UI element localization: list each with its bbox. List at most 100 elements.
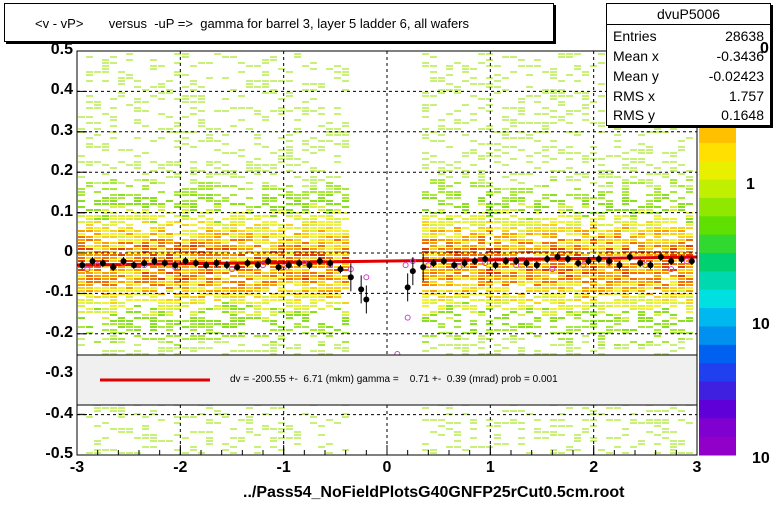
heatmap-cell bbox=[310, 110, 317, 112]
heatmap-cell bbox=[638, 317, 645, 319]
heatmap-cell bbox=[342, 188, 349, 190]
heatmap-cell bbox=[150, 95, 157, 97]
heatmap-cell bbox=[486, 242, 493, 244]
heatmap-cell bbox=[630, 263, 637, 265]
heatmap-cell bbox=[286, 425, 293, 427]
heatmap-cell bbox=[678, 329, 685, 331]
heatmap-cell bbox=[150, 413, 157, 415]
heatmap-cell bbox=[126, 218, 133, 220]
heatmap-cell bbox=[446, 263, 453, 265]
heatmap-cell bbox=[158, 272, 165, 274]
heatmap-cell bbox=[190, 188, 197, 190]
heatmap-cell bbox=[174, 164, 181, 166]
heatmap-cell bbox=[542, 227, 549, 229]
heatmap-cell bbox=[662, 419, 669, 421]
heatmap-cell bbox=[142, 317, 149, 319]
heatmap-cell bbox=[198, 194, 205, 196]
heatmap-cell bbox=[110, 98, 117, 100]
heatmap-cell bbox=[422, 443, 429, 445]
heatmap-cell bbox=[254, 305, 261, 307]
heatmap-cell bbox=[326, 305, 333, 307]
heatmap-cell bbox=[678, 269, 685, 271]
profile-point-black bbox=[244, 260, 251, 267]
heatmap-cell bbox=[326, 335, 333, 337]
heatmap-cell bbox=[230, 185, 237, 187]
heatmap-cell bbox=[446, 428, 453, 430]
heatmap-cell bbox=[518, 422, 525, 424]
heatmap-cell bbox=[566, 215, 573, 217]
heatmap-cell bbox=[638, 254, 645, 256]
heatmap-cell bbox=[102, 254, 109, 256]
heatmap-cell bbox=[278, 338, 285, 340]
heatmap-cell bbox=[622, 167, 629, 169]
heatmap-cell bbox=[294, 197, 301, 199]
heatmap-cell bbox=[654, 296, 661, 298]
heatmap-cell bbox=[614, 329, 621, 331]
heatmap-cell bbox=[198, 185, 205, 187]
heatmap-cell bbox=[430, 224, 437, 226]
heatmap-cell bbox=[190, 203, 197, 205]
heatmap-cell bbox=[518, 173, 525, 175]
heatmap-cell bbox=[614, 290, 621, 292]
heatmap-cell bbox=[662, 221, 669, 223]
heatmap-cell bbox=[238, 332, 245, 334]
heatmap-cell bbox=[606, 170, 613, 172]
heatmap-cell bbox=[574, 317, 581, 319]
heatmap-cell bbox=[630, 251, 637, 253]
heatmap-cell bbox=[470, 278, 477, 280]
heatmap-cell bbox=[550, 122, 557, 124]
heatmap-cell bbox=[574, 272, 581, 274]
heatmap-cell bbox=[206, 326, 213, 328]
heatmap-cell bbox=[86, 332, 93, 334]
heatmap-cell bbox=[606, 329, 613, 331]
heatmap-cell bbox=[462, 209, 469, 211]
heatmap-cell bbox=[262, 233, 269, 235]
heatmap-cell bbox=[78, 233, 85, 235]
heatmap-cell bbox=[558, 200, 565, 202]
heatmap-cell bbox=[126, 59, 133, 61]
heatmap-cell bbox=[126, 248, 133, 250]
heatmap-cell bbox=[318, 209, 325, 211]
heatmap-cell bbox=[126, 254, 133, 256]
heatmap-cell bbox=[510, 209, 517, 211]
heatmap-cell bbox=[254, 65, 261, 67]
heatmap-cell bbox=[462, 104, 469, 106]
heatmap-cell bbox=[542, 284, 549, 286]
heatmap-cell bbox=[686, 185, 693, 187]
heatmap-cell bbox=[150, 266, 157, 268]
heatmap-cell bbox=[574, 68, 581, 70]
heatmap-cell bbox=[94, 209, 101, 211]
heatmap-cell bbox=[502, 197, 509, 199]
heatmap-cell bbox=[270, 320, 277, 322]
heatmap-cell bbox=[294, 353, 301, 355]
heatmap-cell bbox=[246, 284, 253, 286]
heatmap-cell bbox=[670, 350, 677, 352]
heatmap-cell bbox=[174, 131, 181, 133]
heatmap-cell bbox=[662, 272, 669, 274]
heatmap-cell bbox=[542, 437, 549, 439]
heatmap-cell bbox=[222, 323, 229, 325]
heatmap-cell bbox=[206, 272, 213, 274]
heatmap-cell bbox=[518, 197, 525, 199]
heatmap-cell bbox=[654, 245, 661, 247]
heatmap-cell bbox=[94, 101, 101, 103]
heatmap-cell bbox=[206, 329, 213, 331]
heatmap-cell bbox=[78, 326, 85, 328]
heatmap-cell bbox=[270, 56, 277, 58]
heatmap-cell bbox=[534, 296, 541, 298]
heatmap-cell bbox=[502, 293, 509, 295]
heatmap-cell bbox=[670, 323, 677, 325]
heatmap-cell bbox=[206, 230, 213, 232]
heatmap-cell bbox=[646, 341, 653, 343]
heatmap-cell bbox=[118, 71, 125, 73]
heatmap-cell bbox=[278, 407, 285, 409]
heatmap-cell bbox=[558, 278, 565, 280]
heatmap-cell bbox=[150, 197, 157, 199]
heatmap-cell bbox=[646, 179, 653, 181]
heatmap-cell bbox=[574, 296, 581, 298]
heatmap-cell bbox=[502, 299, 509, 301]
heatmap-cell bbox=[454, 89, 461, 91]
heatmap-cell bbox=[470, 68, 477, 70]
heatmap-cell bbox=[110, 62, 117, 64]
heatmap-cell bbox=[334, 284, 341, 286]
